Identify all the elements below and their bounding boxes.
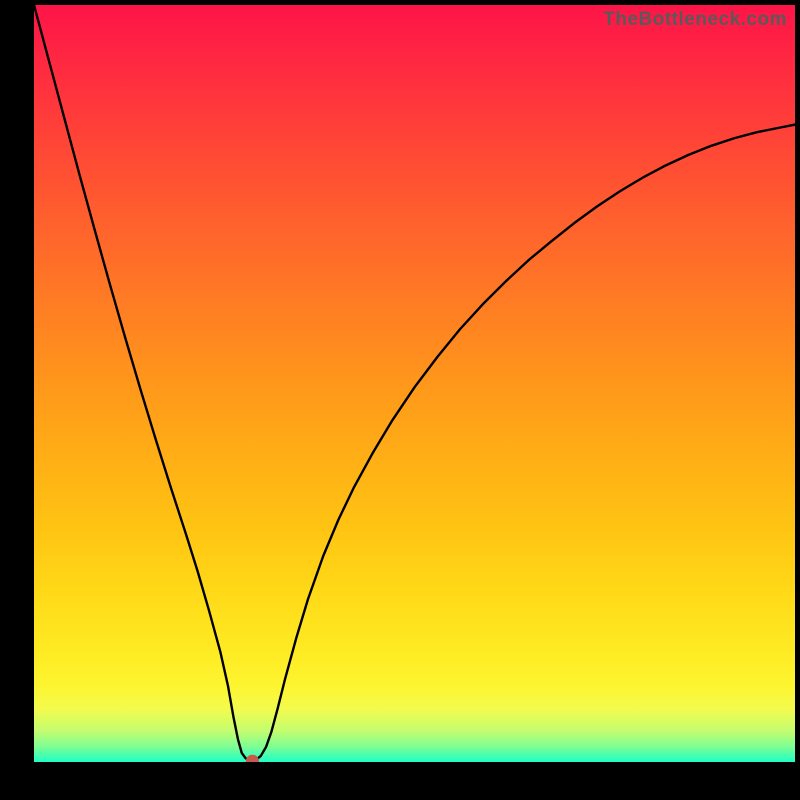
- curve-overlay: [34, 5, 795, 762]
- watermark-text: TheBottleneck.com: [603, 9, 787, 31]
- minimum-marker: [246, 755, 259, 762]
- chart-frame: TheBottleneck.com: [0, 0, 800, 800]
- bottleneck-curve: [34, 5, 795, 760]
- chart-area: TheBottleneck.com: [34, 5, 795, 762]
